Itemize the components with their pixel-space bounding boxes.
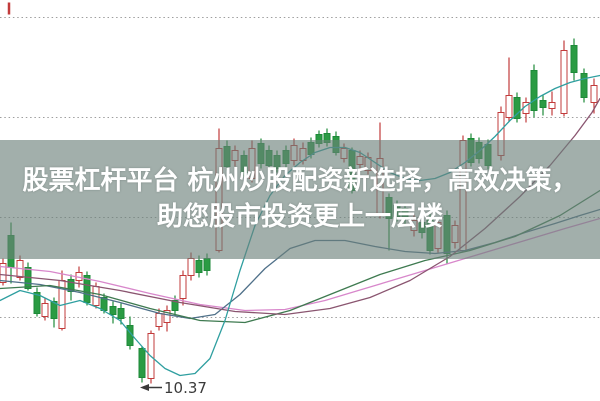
- headline: 股票杠杆平台 杭州炒股配资新选择，高效决策， 助您股市投资更上一层楼: [0, 141, 600, 258]
- candle-body: [163, 310, 171, 323]
- candle-body: [33, 292, 41, 314]
- low-arrow-head: [140, 384, 149, 391]
- candle-body: [179, 275, 187, 299]
- candle-body: [109, 306, 117, 315]
- low-price-label: 10.37: [164, 379, 207, 397]
- candle-body: [83, 275, 91, 303]
- candle-body: [187, 258, 195, 276]
- candle-body: [560, 50, 568, 114]
- candle-body: [505, 95, 513, 118]
- candle-body: [203, 258, 211, 271]
- candle-body: [513, 97, 521, 119]
- candle-body: [155, 313, 163, 327]
- candle-body: [41, 303, 49, 317]
- candle-body: [117, 308, 125, 319]
- candle-body: [50, 301, 58, 319]
- headline-line-1: 股票杠杆平台 杭州炒股配资新选择，高效决策，: [22, 166, 578, 197]
- candle-body: [195, 260, 203, 273]
- headline-line-2: 助您股市投资更上一层楼: [156, 202, 443, 232]
- candle-body: [171, 300, 179, 311]
- candle-body: [548, 102, 556, 109]
- candle-body: [0, 263, 7, 283]
- candle-body: [539, 100, 547, 108]
- candle-body: [530, 70, 538, 111]
- candle-body: [570, 45, 578, 73]
- candle-body: [590, 85, 598, 103]
- candle-body: [67, 279, 75, 292]
- candle-body: [138, 348, 146, 378]
- candle-body: [580, 73, 588, 98]
- headline-overlay-band: [0, 140, 600, 259]
